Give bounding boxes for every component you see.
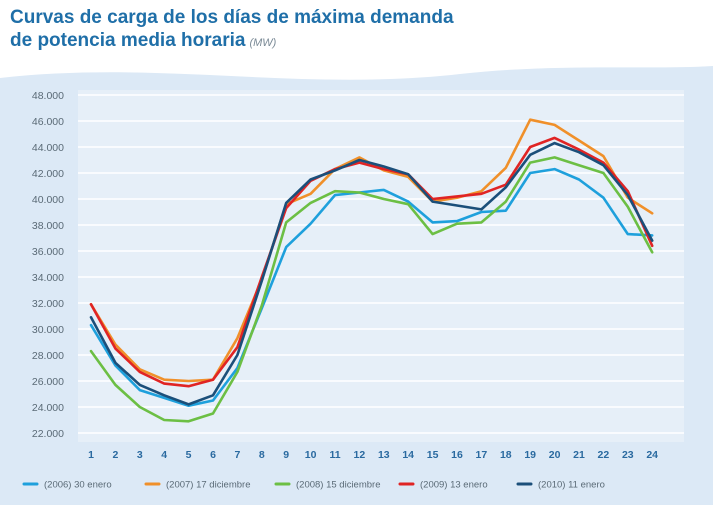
x-tick-label: 19: [524, 449, 536, 461]
x-tick-label: 9: [283, 449, 289, 461]
x-tick-label: 4: [161, 449, 167, 461]
legend-label: (2006) 30 enero: [44, 480, 112, 491]
x-tick-label: 8: [259, 449, 265, 461]
title-unit: (MW): [249, 37, 277, 49]
y-tick-label: 32.000: [32, 298, 64, 310]
y-tick-label: 40.000: [32, 194, 64, 206]
x-tick-label: 18: [500, 449, 512, 461]
series-line-4: [89, 141, 654, 406]
x-tick-label: 7: [234, 449, 240, 461]
title-line-2-text: de potencia media horaria: [10, 30, 246, 51]
y-tick-label: 28.000: [32, 350, 64, 362]
legend-label: (2010) 11 enero: [538, 480, 605, 491]
y-tick-label: 48.000: [32, 90, 64, 102]
x-tick-label: 3: [137, 449, 143, 461]
y-tick-label: 44.000: [32, 142, 64, 154]
legend: (2006) 30 enero (2007) 17 diciembre (2008)…: [22, 480, 605, 491]
x-tick-label: 22: [598, 449, 610, 461]
x-tick-label: 2: [112, 449, 118, 461]
y-tick-label: 46.000: [32, 116, 64, 128]
legend-label: (2008) 15 diciembre: [296, 480, 381, 491]
y-tick-label: 26.000: [32, 376, 64, 388]
legend-label: (2007) 17 diciembre: [166, 480, 251, 491]
chart-title: Curvas de carga de los días de máxima de…: [10, 6, 670, 55]
x-tick-label: 13: [378, 449, 390, 461]
x-tick-label: 11: [329, 449, 340, 461]
plot-area: [78, 90, 684, 442]
y-tick-label: 36.000: [32, 246, 64, 258]
y-tick-label: 42.000: [32, 168, 64, 180]
series-line-2: [89, 156, 654, 423]
series-line-0: [89, 167, 654, 408]
x-tick-label: 20: [549, 449, 561, 461]
series-line-3: [89, 136, 654, 388]
y-tick-label: 34.000: [32, 272, 64, 284]
x-tick-label: 14: [402, 449, 414, 461]
x-tick-label: 5: [186, 449, 192, 461]
y-tick-label: 30.000: [32, 324, 64, 336]
x-tick-label: 6: [210, 449, 216, 461]
x-tick-label: 16: [451, 449, 463, 461]
x-axis-ticks: 1 2 3 4 5 6 7 8 9 10 11 12 13 14 15 16 17 18 19 20 21 22 23 24: [88, 449, 658, 461]
x-tick-label: 10: [305, 449, 317, 461]
x-tick-label: 21: [573, 449, 585, 461]
x-tick-label: 1: [88, 449, 94, 461]
grid-lines: [78, 94, 684, 434]
title-line-1: Curvas de carga de los días de máxima de…: [10, 7, 454, 28]
title-line-2: de potencia media horaria (MW): [10, 29, 670, 55]
series-lines: [89, 118, 654, 423]
y-tick-label: 22.000: [32, 428, 64, 440]
y-axis-ticks: 22.000 24.000 26.000 28.000 30.000 32.000 34.0…: [32, 90, 64, 440]
legend-label: (2009) 13 enero: [420, 480, 488, 491]
x-tick-label: 12: [354, 449, 366, 461]
x-tick-label: 24: [646, 449, 658, 461]
x-tick-label: 23: [622, 449, 634, 461]
y-tick-label: 24.000: [32, 402, 64, 414]
x-tick-label: 17: [476, 449, 488, 461]
y-tick-label: 38.000: [32, 220, 64, 232]
x-tick-label: 15: [427, 449, 439, 461]
